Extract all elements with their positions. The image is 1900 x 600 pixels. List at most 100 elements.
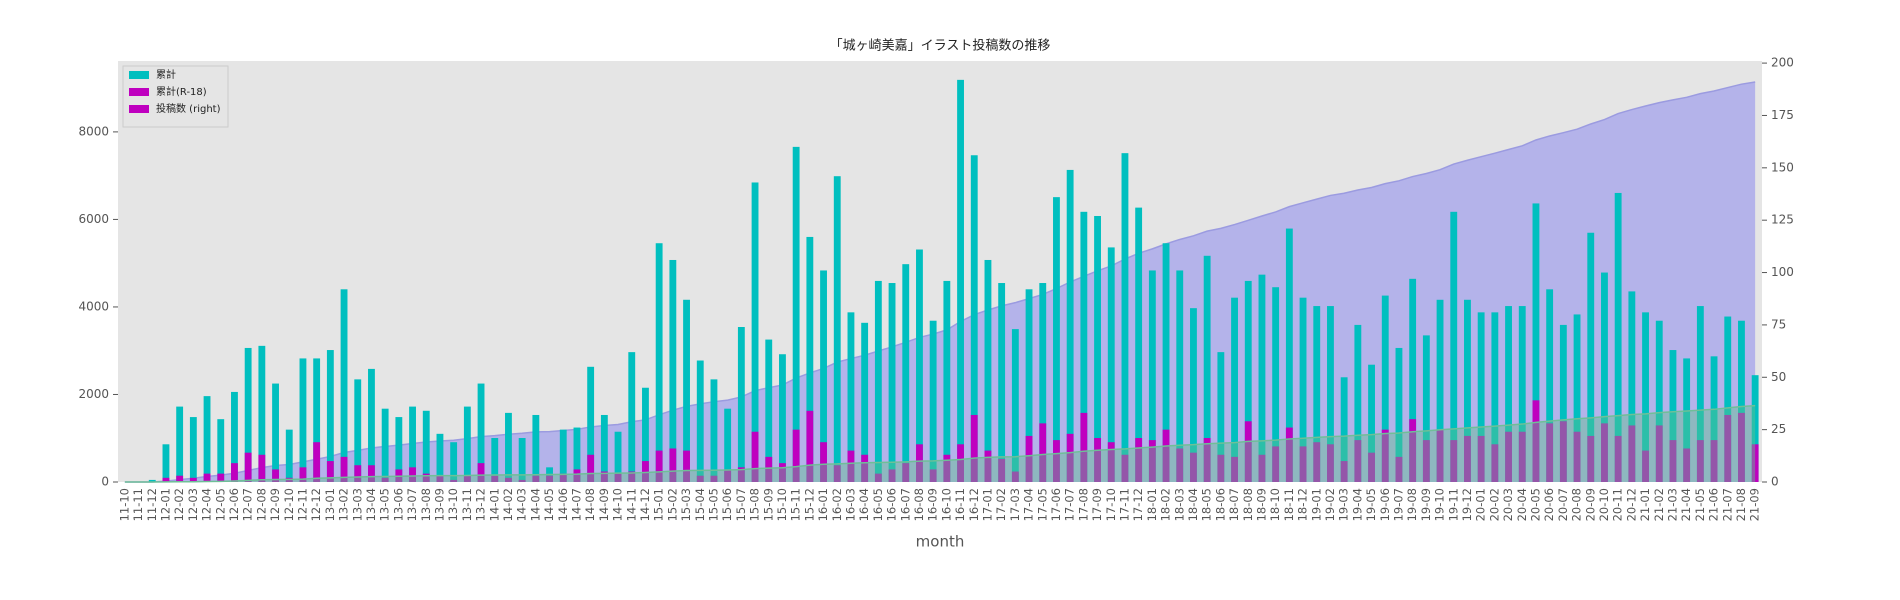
bar: [669, 448, 677, 482]
bar: [1505, 431, 1512, 482]
bar: [1655, 425, 1663, 482]
bar: [957, 444, 964, 482]
bar: [1368, 364, 1375, 482]
bar: [1546, 289, 1554, 482]
bar: [1025, 289, 1033, 482]
bar: [1162, 243, 1170, 482]
area-line: [124, 404, 1756, 483]
bar: [1053, 197, 1060, 482]
y2-tick-label: 25: [1771, 422, 1786, 436]
x-tick-label: 12-04: [200, 488, 214, 521]
bar: [1340, 377, 1348, 482]
x-tick-label: 16-05: [871, 488, 885, 521]
bar: [162, 477, 170, 482]
bar: [381, 408, 389, 482]
x-tick-label: 21-07: [1720, 488, 1734, 521]
bar: [559, 429, 567, 482]
x-tick-label: 16-10: [939, 488, 953, 521]
bar: [1422, 335, 1430, 482]
x-tick-label: 13-02: [337, 488, 351, 521]
legend-swatch: [129, 105, 149, 113]
bar: [1039, 283, 1047, 482]
bar: [381, 477, 389, 482]
bar: [696, 475, 704, 482]
bar: [861, 454, 869, 482]
bar: [902, 264, 910, 482]
bar: [340, 456, 348, 482]
bar: [1601, 423, 1608, 482]
bar: [1751, 375, 1759, 482]
bar: [1299, 446, 1307, 482]
bar: [1176, 270, 1184, 482]
x-tick-label: 14-09: [597, 488, 611, 521]
bar: [1450, 211, 1458, 482]
x-tick-label: 14-01: [487, 488, 501, 521]
x-tick-label: 20-12: [1624, 488, 1638, 521]
bar: [1436, 429, 1444, 482]
bar: [299, 358, 307, 482]
bar: [518, 438, 526, 482]
x-tick-label: 18-02: [1159, 488, 1173, 521]
bar: [244, 347, 252, 482]
bar: [1751, 444, 1759, 482]
bar: [751, 182, 759, 482]
bar: [1669, 440, 1677, 482]
bar: [1409, 278, 1417, 482]
x-tick-label: 17-08: [1076, 488, 1090, 521]
bar: [1642, 450, 1649, 482]
bar: [1628, 291, 1636, 482]
y-tick-label: 4000: [78, 299, 109, 313]
bar: [1258, 274, 1266, 482]
x-tick-label: 18-09: [1254, 488, 1268, 521]
bar: [1190, 452, 1197, 482]
bar: [573, 427, 581, 482]
bar: [1546, 423, 1554, 482]
bar: [1285, 228, 1293, 482]
bar: [902, 463, 910, 482]
x-tick-label: 19-05: [1364, 488, 1378, 521]
bar: [683, 450, 690, 482]
bar: [1080, 412, 1088, 482]
bar: [231, 391, 238, 482]
y2-tick-label: 125: [1771, 213, 1794, 227]
bar: [258, 345, 266, 482]
bar: [422, 410, 430, 482]
bar: [313, 358, 321, 482]
x-tick-label: 19-11: [1446, 488, 1460, 521]
bar: [765, 456, 773, 482]
bar: [820, 270, 827, 482]
bar: [368, 465, 375, 482]
area: [124, 405, 1756, 482]
bar: [1080, 211, 1088, 482]
bar: [1477, 435, 1485, 482]
bar: [751, 431, 759, 482]
y-tick-label: 6000: [78, 212, 109, 226]
x-tick-label: 16-02: [830, 488, 844, 521]
bar: [244, 452, 252, 482]
bar: [1614, 435, 1622, 482]
x-tick-label: 13-11: [460, 488, 474, 521]
bar: [1368, 452, 1375, 482]
bar: [1190, 308, 1197, 482]
bar: [1628, 425, 1636, 482]
x-tick-label: 12-08: [254, 488, 268, 521]
x-tick-label: 16-08: [912, 488, 926, 521]
bar: [1244, 280, 1252, 482]
x-tick-label: 14-07: [569, 488, 583, 521]
bar: [313, 442, 321, 482]
x-tick-label: 15-12: [802, 488, 816, 521]
bar: [1354, 440, 1362, 482]
x-tick-label: 12-12: [309, 488, 323, 521]
bar: [861, 322, 869, 482]
bar: [765, 339, 773, 482]
bar: [1710, 440, 1718, 482]
bar: [970, 155, 978, 483]
bar: [299, 467, 307, 482]
legend-label: 累計: [156, 68, 176, 81]
bar: [1409, 419, 1417, 482]
bar: [1135, 438, 1143, 482]
bar: [217, 419, 225, 482]
bar: [1614, 192, 1622, 482]
bar: [998, 458, 1006, 482]
bar: [1738, 412, 1745, 482]
